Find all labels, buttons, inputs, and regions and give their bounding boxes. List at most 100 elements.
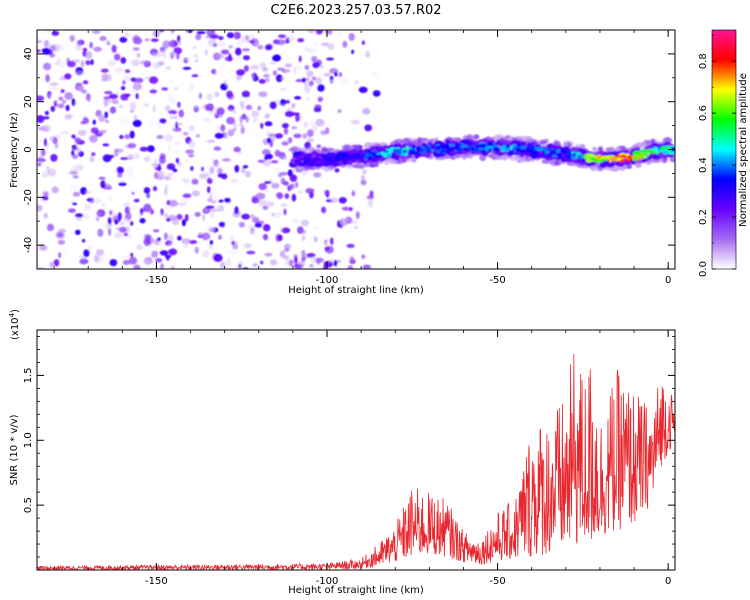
noise-blob — [218, 234, 222, 240]
signal-core — [388, 150, 393, 154]
noise-blob — [167, 242, 174, 249]
noise-blob — [284, 110, 294, 117]
noise-blob — [317, 84, 325, 92]
noise-blob — [53, 259, 60, 267]
noise-blob — [124, 154, 134, 158]
noise-blob — [52, 137, 58, 145]
noise-blob — [62, 139, 68, 147]
noise-blob — [192, 45, 197, 50]
noise-blob — [210, 212, 214, 219]
noise-blob — [219, 211, 228, 217]
signal-halo — [577, 165, 587, 169]
signal-core — [486, 142, 494, 147]
noise-blob — [226, 116, 236, 125]
noise-blob — [264, 156, 268, 161]
noise-blob — [308, 47, 317, 54]
noise-blob — [161, 87, 169, 91]
colorbar-tick-label: 0.8 — [698, 53, 709, 69]
noise-blob — [212, 191, 220, 195]
noise-blob — [203, 47, 209, 53]
noise-blob — [129, 101, 137, 110]
noise-blob — [176, 83, 185, 88]
noise-blob — [244, 47, 248, 55]
signal-core — [608, 157, 613, 163]
x-tick-label: -50 — [489, 576, 505, 587]
noise-blob — [135, 244, 144, 250]
signal-core — [331, 156, 335, 159]
noise-blob — [178, 30, 189, 34]
signal-halo — [669, 157, 675, 163]
noise-blob — [42, 116, 50, 120]
noise-blob — [294, 255, 298, 264]
noise-blob — [309, 137, 316, 142]
noise-blob — [215, 54, 225, 59]
noise-blob — [191, 178, 199, 185]
x-tick-label: -100 — [316, 576, 339, 587]
noise-blob — [315, 77, 323, 85]
noise-blob — [150, 38, 159, 42]
noise-blob — [239, 100, 244, 109]
noise-blob — [213, 70, 217, 76]
noise-blob — [300, 214, 307, 220]
noise-blob — [132, 77, 137, 84]
noise-blob — [123, 218, 130, 226]
noise-blob — [128, 233, 133, 241]
noise-blob — [274, 149, 281, 157]
noise-blob — [201, 232, 211, 241]
noise-blob — [266, 168, 271, 173]
noise-blob — [211, 200, 217, 204]
signal-body — [461, 138, 471, 145]
signal-halo — [541, 160, 550, 164]
noise-blob — [288, 259, 294, 267]
noise-blob — [212, 161, 222, 169]
noise-blob — [245, 116, 249, 123]
noise-blob — [85, 128, 91, 132]
noise-blob — [351, 119, 360, 125]
noise-blob — [285, 137, 290, 143]
signal-core — [575, 152, 581, 156]
figure-title: C2E6.2023.257.03.57.R02 — [270, 3, 441, 18]
noise-blob — [195, 134, 200, 138]
signal-body — [303, 156, 311, 163]
noise-blob — [40, 196, 44, 203]
noise-blob — [362, 169, 367, 175]
noise-blob — [183, 240, 189, 249]
noise-blob — [170, 265, 175, 269]
noise-blob — [252, 216, 260, 224]
noise-blob — [243, 65, 249, 72]
noise-blob — [103, 96, 111, 100]
noise-blob — [128, 256, 138, 265]
noise-blob — [264, 121, 273, 127]
noise-blob — [164, 213, 169, 219]
noise-blob — [301, 198, 306, 205]
noise-blob — [187, 154, 195, 158]
noise-blob — [188, 78, 194, 83]
noise-blob — [89, 197, 95, 204]
noise-blob — [157, 171, 165, 179]
noise-blob — [106, 40, 111, 46]
noise-blob — [118, 104, 124, 109]
noise-blob — [296, 190, 305, 194]
noise-blob — [83, 249, 90, 258]
noise-blob — [361, 40, 365, 45]
signal-core — [538, 146, 542, 150]
noise-blob — [123, 134, 131, 140]
snr-ylabel: SNR (10 * v/v) — [9, 414, 20, 485]
noise-blob — [315, 118, 325, 127]
noise-blob — [262, 233, 269, 241]
noise-blob — [102, 154, 112, 163]
noise-blob — [162, 40, 171, 49]
signal-core — [518, 149, 523, 153]
noise-blob — [231, 240, 235, 246]
noise-blob — [324, 189, 330, 196]
noise-blob — [60, 89, 65, 94]
noise-blob — [96, 212, 102, 217]
noise-blob — [45, 74, 50, 83]
noise-blob — [182, 193, 192, 199]
noise-blob — [129, 221, 134, 226]
noise-blob — [182, 66, 192, 70]
noise-blob — [54, 142, 59, 149]
noise-blob — [107, 252, 114, 256]
noise-blob — [280, 172, 288, 176]
